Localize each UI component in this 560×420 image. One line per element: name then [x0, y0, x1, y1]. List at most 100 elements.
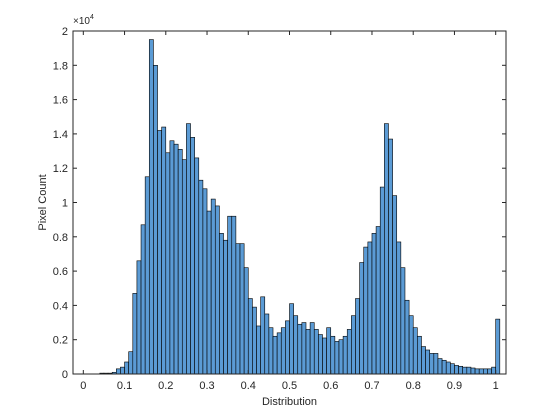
histogram-bar [293, 315, 299, 375]
histogram-bar [396, 241, 402, 375]
histogram-bar [210, 198, 216, 375]
histogram-bar [285, 320, 290, 375]
histogram-bar [326, 327, 332, 375]
x-tick-label: 0.2 [158, 380, 173, 392]
histogram-bar [297, 323, 303, 375]
histogram-bar [359, 262, 365, 375]
histogram-bar [165, 152, 171, 375]
histogram-bar [433, 353, 439, 375]
y-tick-label: 1.4 [53, 129, 68, 141]
histogram-bar [342, 335, 348, 375]
histogram-bar [491, 366, 496, 375]
histogram-bar [450, 363, 455, 375]
x-tick-label: 0.9 [447, 380, 462, 392]
histogram-bar [466, 366, 472, 375]
histogram-bar [280, 327, 286, 375]
histogram-bar [351, 315, 356, 375]
histogram-bar [318, 334, 323, 375]
x-tick-label: 0.4 [241, 380, 256, 392]
histogram-bar [417, 335, 422, 375]
histogram-bar [190, 137, 195, 375]
histogram-bar [124, 361, 129, 375]
histogram-bar [425, 349, 431, 375]
y-tick-label: 1 [62, 198, 68, 210]
histogram-bar [247, 298, 253, 375]
histogram-bar [458, 365, 464, 375]
histogram-bar [260, 296, 266, 375]
histogram-bar [330, 335, 336, 375]
histogram-bar [181, 159, 187, 375]
x-tick-label: 0.3 [199, 380, 214, 392]
x-tick-label: 0.8 [406, 380, 421, 392]
y-axis-exponent-power: 4 [90, 14, 94, 21]
histogram-bar [169, 140, 175, 375]
histogram-bar [338, 339, 344, 375]
histogram-bar [173, 143, 179, 375]
histogram-bar [206, 210, 212, 375]
x-axis-ticks: 0 0.1 0.2 0.3 0.4 0.5 0.6 0.7 0.8 0.9 1 [80, 31, 499, 392]
histogram-bar [429, 353, 435, 375]
histogram-bar [128, 351, 134, 375]
histogram-bar [144, 176, 150, 375]
x-tick-label: 0.1 [117, 380, 132, 392]
histogram-bar [231, 215, 237, 375]
y-axis-exponent-label: ×104 [73, 14, 94, 27]
histogram-bar [445, 361, 451, 375]
histogram-bar [116, 368, 121, 375]
histogram-bar [322, 337, 327, 375]
y-axis-label: Pixel Count [37, 174, 49, 230]
histogram-bar [462, 366, 468, 375]
x-tick-label: 0 [80, 380, 86, 392]
histogram-bar [470, 367, 476, 375]
histogram-bar [355, 298, 360, 375]
histogram-bar [400, 267, 406, 375]
histogram-bar [408, 315, 414, 375]
y-tick-label: 1.2 [53, 163, 68, 175]
histogram-bar [474, 368, 480, 375]
histogram-bar [202, 188, 208, 375]
histogram-bar [388, 138, 393, 375]
histogram-bar [404, 299, 410, 375]
histogram-bar [120, 366, 125, 375]
histogram-bar [153, 65, 158, 375]
histogram-bar [186, 123, 191, 375]
histogram-bar [223, 239, 228, 375]
histogram-bar [454, 365, 459, 375]
histogram-bar [276, 332, 282, 375]
histogram-bar [214, 205, 220, 375]
y-tick-label: 0.2 [53, 335, 68, 347]
histogram-bar [301, 322, 307, 375]
histogram-bar [421, 346, 426, 375]
histogram-bar [268, 327, 274, 375]
y-axis-exponent-base: ×10 [73, 16, 90, 27]
x-tick-label: 0.7 [364, 380, 379, 392]
y-tick-label: 0.6 [53, 266, 68, 278]
y-axis-ticks: 0 0.2 0.4 0.6 0.8 1 1.2 1.4 1.6 1.8 2 [53, 26, 506, 381]
histogram-bar [384, 123, 389, 375]
histogram-bar [478, 368, 484, 375]
histogram-bar [177, 149, 183, 375]
histogram-bar [140, 224, 146, 375]
histogram-bar [305, 329, 311, 375]
axes-box [72, 30, 507, 375]
histogram-bar [235, 243, 241, 375]
y-tick-label: 0 [62, 369, 68, 381]
histogram-bar [334, 341, 340, 375]
y-tick-label: 2 [62, 26, 68, 38]
histogram-bar [148, 39, 154, 375]
histogram-bar [264, 313, 270, 375]
histogram-bar [412, 327, 418, 375]
histogram-bar [252, 306, 257, 375]
histogram-bar [227, 215, 233, 375]
y-tick-label: 0.8 [53, 232, 68, 244]
histogram-bar [198, 179, 204, 375]
histogram-bar [243, 267, 249, 375]
histogram-bar [157, 130, 162, 375]
x-tick-label: 0.6 [323, 380, 338, 392]
x-axis-label: Distribution [262, 396, 317, 408]
histogram-bar [371, 233, 377, 375]
x-tick-label: 1 [493, 380, 499, 392]
y-tick-label: 0.4 [53, 300, 68, 312]
histogram-bar [272, 335, 278, 375]
